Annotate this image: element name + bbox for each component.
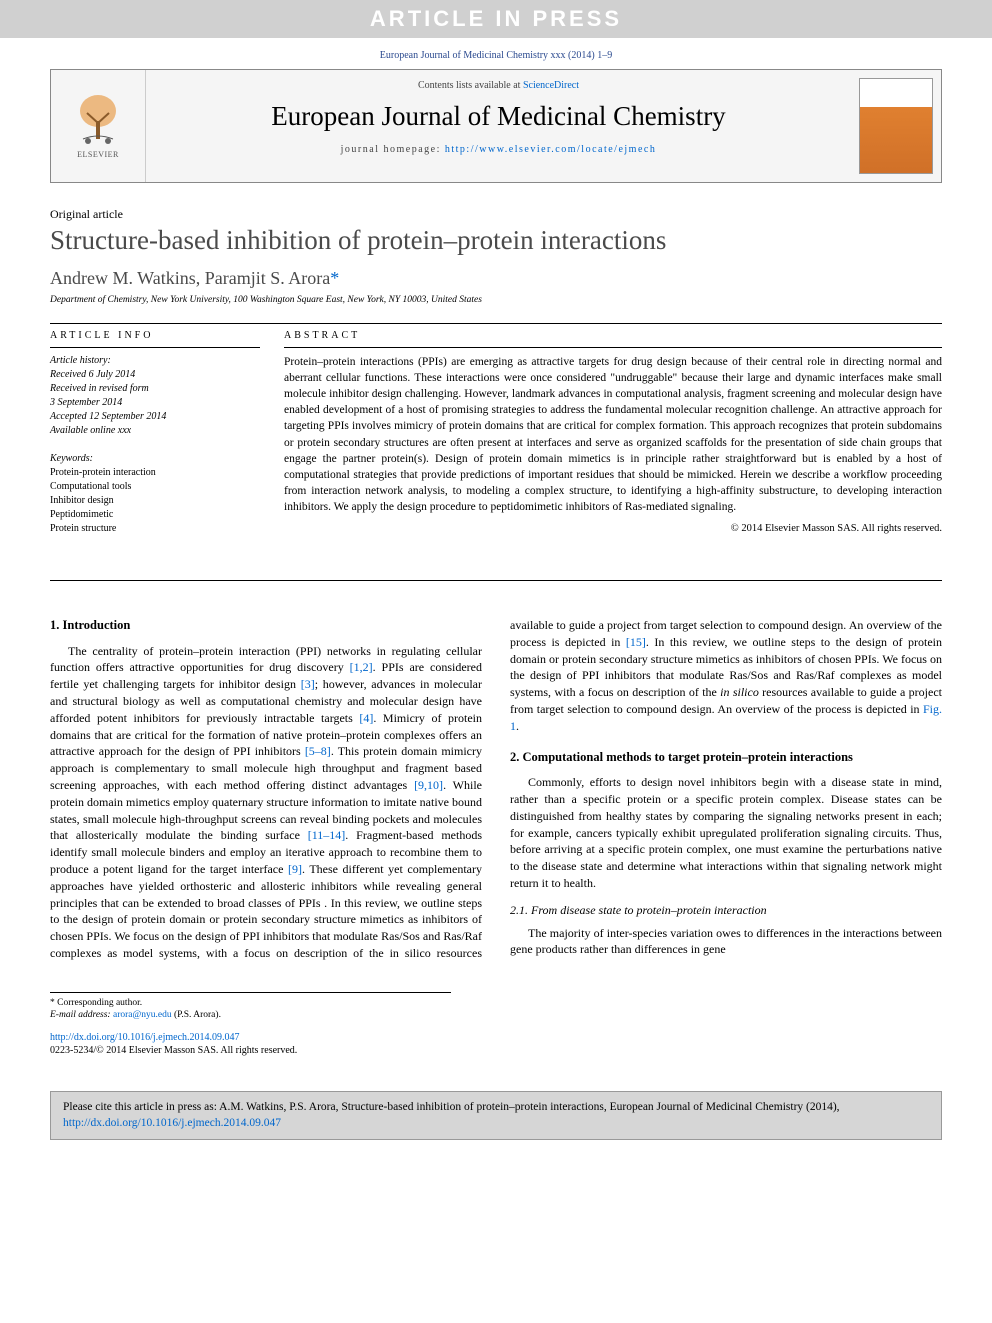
citation-link[interactable]: [9] [288,862,302,876]
cite-text: Please cite this article in press as: A.… [63,1101,840,1113]
doi-block: http://dx.doi.org/10.1016/j.ejmech.2014.… [50,1031,942,1057]
history-line: Accepted 12 September 2014 [50,410,260,424]
email-label: E-mail address: [50,1010,113,1020]
history-line: Received in revised form [50,382,260,396]
corresponding-marker: * [330,268,339,288]
info-abstract-row: ARTICLE INFO Article history: Received 6… [50,330,942,550]
keyword: Inhibitor design [50,494,260,508]
contents-available-line: Contents lists available at ScienceDirec… [158,80,839,91]
body-columns: 1. Introduction The centrality of protei… [50,617,942,962]
section-2-head: 2. Computational methods to target prote… [510,749,942,767]
keywords-block: Keywords: Protein-protein interaction Co… [50,452,260,536]
keyword: Protein-protein interaction [50,466,260,480]
body-text: . [516,719,519,733]
affiliation: Department of Chemistry, New York Univer… [50,295,942,305]
email-suffix: (P.S. Arora). [172,1010,221,1020]
article-info-column: ARTICLE INFO Article history: Received 6… [50,330,260,550]
citation-link[interactable]: [15] [626,635,646,649]
citation-link[interactable]: [3] [301,677,315,691]
article-main: Original article Structure-based inhibit… [0,183,992,1077]
citation-link[interactable]: [11–14] [308,828,346,842]
article-history-block: Article history: Received 6 July 2014 Re… [50,347,260,438]
abstract-copyright: © 2014 Elsevier Masson SAS. All rights r… [284,523,942,534]
history-line: Available online xxx [50,424,260,438]
citation-link[interactable]: [4] [359,711,373,725]
cite-doi-link[interactable]: http://dx.doi.org/10.1016/j.ejmech.2014.… [63,1117,281,1129]
section-2-1-head: 2.1. From disease state to protein–prote… [510,902,942,919]
keyword: Peptidomimetic [50,508,260,522]
section-2-1-para: The majority of inter-species variation … [510,925,942,959]
homepage-link[interactable]: http://www.elsevier.com/locate/ejmech [445,144,656,155]
citation-box: Please cite this article in press as: A.… [50,1091,942,1140]
header-center: Contents lists available at ScienceDirec… [146,70,851,182]
history-label: Article history: [50,354,260,368]
section-2-para: Commonly, efforts to design novel inhibi… [510,774,942,892]
abstract-head: ABSTRACT [284,330,942,341]
sciencedirect-link[interactable]: ScienceDirect [523,80,579,91]
publisher-label: ELSEVIER [77,150,119,159]
authors: Andrew M. Watkins, Paramjit S. Arora* [50,268,942,289]
journal-homepage-line: journal homepage: http://www.elsevier.co… [158,144,839,155]
abstract-text: Protein–protein interactions (PPIs) are … [284,347,942,515]
article-type: Original article [50,207,942,222]
journal-cover-thumbnail [859,78,933,174]
journal-name: European Journal of Medicinal Chemistry [158,101,839,132]
article-in-press-banner: ARTICLE IN PRESS [0,0,992,38]
journal-reference-line: European Journal of Medicinal Chemistry … [0,38,992,69]
doi-link[interactable]: http://dx.doi.org/10.1016/j.ejmech.2014.… [50,1032,240,1043]
abstract-column: ABSTRACT Protein–protein interactions (P… [284,330,942,550]
email-line: E-mail address: arora@nyu.edu (P.S. Aror… [50,1009,451,1021]
citation-link[interactable]: [9,10] [414,778,443,792]
history-line: 3 September 2014 [50,396,260,410]
keywords-label: Keywords: [50,452,260,466]
divider-mid [50,580,942,581]
issn-copyright-line: 0223-5234/© 2014 Elsevier Masson SAS. Al… [50,1044,942,1057]
keyword: Protein structure [50,522,260,536]
publisher-logo-cell: ELSEVIER [51,70,146,182]
journal-header-box: ELSEVIER Contents lists available at Sci… [50,69,942,183]
history-line: Received 6 July 2014 [50,368,260,382]
author-names: Andrew M. Watkins, Paramjit S. Arora [50,268,330,288]
article-title: Structure-based inhibition of protein–pr… [50,225,942,256]
keyword: Computational tools [50,480,260,494]
footnote-block: * Corresponding author. E-mail address: … [50,992,451,1022]
section-1-head: 1. Introduction [50,617,482,635]
elsevier-tree-icon [73,93,123,148]
contents-prefix: Contents lists available at [418,80,523,91]
citation-link[interactable]: [5–8] [305,744,331,758]
divider-top [50,323,942,324]
homepage-prefix: journal homepage: [341,144,445,155]
citation-link[interactable]: [1,2] [350,660,373,674]
corresponding-author-note: * Corresponding author. [50,997,451,1009]
journal-cover-cell [851,70,941,182]
email-link[interactable]: arora@nyu.edu [113,1010,172,1020]
article-info-head: ARTICLE INFO [50,330,260,341]
